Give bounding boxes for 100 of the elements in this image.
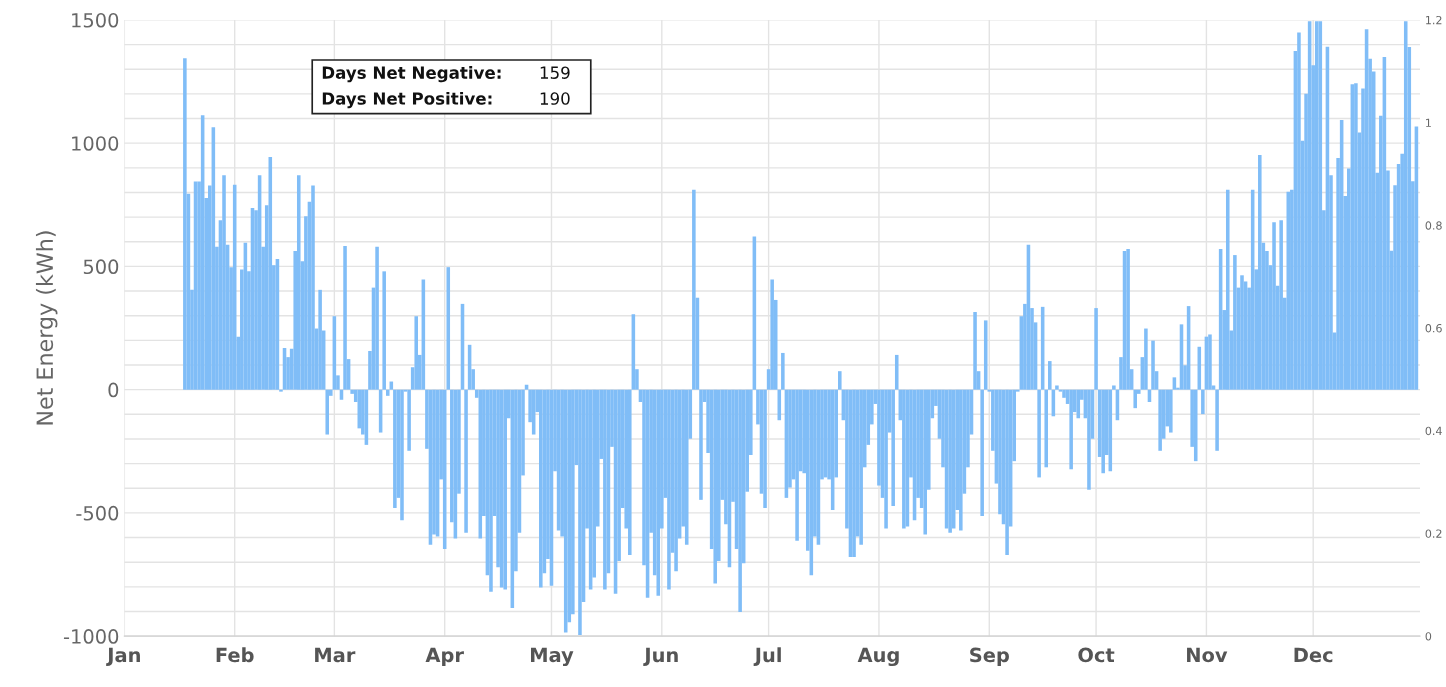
bar bbox=[770, 279, 774, 390]
y2-tick-label: 0.6 bbox=[1425, 324, 1442, 333]
annotation: Days Net Positive: bbox=[322, 91, 492, 109]
annotation: 190 bbox=[540, 92, 570, 105]
bar bbox=[1076, 389, 1081, 419]
bar bbox=[894, 354, 899, 390]
bar bbox=[1297, 32, 1301, 390]
bar bbox=[382, 271, 386, 390]
y2-tick-label: 0 bbox=[1425, 632, 1432, 641]
x-tick-label: Oct bbox=[1078, 647, 1115, 663]
annotation: 159 bbox=[540, 66, 570, 79]
y-tick-label: -1000 bbox=[63, 629, 119, 644]
bar bbox=[1087, 389, 1091, 490]
bar bbox=[1037, 389, 1041, 478]
bar bbox=[183, 58, 187, 390]
bar bbox=[489, 389, 493, 592]
bar bbox=[393, 389, 397, 508]
bar bbox=[414, 316, 419, 390]
bar bbox=[539, 389, 543, 588]
bar bbox=[902, 389, 906, 529]
x-tick-label: Jan bbox=[106, 647, 140, 666]
bar bbox=[400, 389, 404, 521]
bar bbox=[1069, 389, 1073, 470]
bar bbox=[667, 389, 671, 590]
bar bbox=[1112, 385, 1116, 390]
bar bbox=[738, 389, 742, 613]
bar bbox=[781, 352, 785, 390]
bar bbox=[578, 389, 582, 635]
bar bbox=[1286, 191, 1291, 390]
bar bbox=[1169, 389, 1173, 433]
bar bbox=[1215, 389, 1219, 451]
y-tick-label: 1000 bbox=[72, 136, 119, 151]
x-tick-label: Mar bbox=[315, 647, 356, 663]
x-tick-label: Aug bbox=[857, 647, 899, 667]
bar bbox=[1044, 389, 1049, 468]
y-tick-label: -500 bbox=[76, 505, 119, 521]
x-tick-label: Jun bbox=[643, 647, 678, 666]
annotation: Days Net Negative: bbox=[322, 66, 501, 83]
x-tick-label: Jul bbox=[753, 647, 781, 666]
bar bbox=[859, 389, 863, 545]
bar bbox=[318, 289, 322, 390]
y-tick-label: 500 bbox=[83, 259, 119, 275]
bar bbox=[325, 389, 330, 435]
bar bbox=[1094, 308, 1098, 390]
bar bbox=[503, 389, 507, 590]
bar bbox=[1158, 389, 1162, 451]
bar bbox=[1126, 248, 1130, 390]
bar bbox=[628, 389, 632, 556]
bar bbox=[1314, 21, 1319, 390]
bar bbox=[959, 389, 963, 531]
bar bbox=[1048, 361, 1052, 390]
bar bbox=[375, 246, 379, 390]
y2-tick-label: 1 bbox=[1426, 118, 1431, 127]
bar bbox=[1151, 340, 1155, 390]
bar bbox=[407, 389, 411, 451]
x-tick-label: Feb bbox=[216, 647, 254, 663]
bar bbox=[838, 371, 842, 390]
bar bbox=[1144, 328, 1148, 390]
bar bbox=[464, 389, 468, 533]
x-tick-label: May bbox=[531, 647, 574, 667]
bar bbox=[684, 389, 689, 545]
y2-tick-label: 0.4 bbox=[1425, 426, 1442, 436]
y2-tick-label: 1.2 bbox=[1426, 15, 1442, 25]
bar bbox=[1201, 389, 1205, 415]
bar bbox=[1208, 334, 1212, 390]
bar bbox=[923, 389, 927, 535]
bar bbox=[1258, 155, 1262, 390]
y2-tick-label: 0.8 bbox=[1425, 221, 1442, 230]
x-tick-label: Dec bbox=[1294, 647, 1333, 663]
bar bbox=[446, 267, 451, 390]
bar bbox=[763, 389, 767, 508]
bar bbox=[1225, 189, 1230, 390]
bar bbox=[795, 389, 799, 541]
bar bbox=[1133, 389, 1137, 409]
bar bbox=[311, 185, 315, 390]
bar bbox=[1279, 220, 1283, 390]
bar bbox=[983, 320, 988, 390]
y-axis-title: Net Energy (kWh) bbox=[35, 231, 58, 425]
y-tick-label: 0 bbox=[108, 382, 119, 398]
x-tick-label: Sep bbox=[970, 647, 1009, 667]
bar bbox=[656, 389, 661, 596]
bar bbox=[343, 245, 347, 390]
y2-tick-label: 0.2 bbox=[1425, 529, 1442, 538]
bar bbox=[1193, 389, 1198, 462]
x-tick-label: Nov bbox=[1187, 647, 1228, 663]
bar bbox=[296, 175, 301, 390]
bar bbox=[385, 389, 390, 396]
bar bbox=[891, 389, 895, 507]
bar bbox=[699, 389, 703, 500]
y-tick-label: 1500 bbox=[72, 12, 119, 28]
bar bbox=[884, 389, 888, 529]
bar bbox=[1233, 255, 1237, 390]
bar bbox=[603, 389, 607, 590]
bar bbox=[1055, 385, 1059, 390]
bar bbox=[222, 175, 226, 390]
bar bbox=[973, 312, 977, 390]
bar bbox=[1403, 21, 1408, 390]
bar bbox=[692, 189, 696, 390]
bar bbox=[1272, 222, 1276, 390]
x-tick-label: Apr bbox=[425, 647, 464, 667]
